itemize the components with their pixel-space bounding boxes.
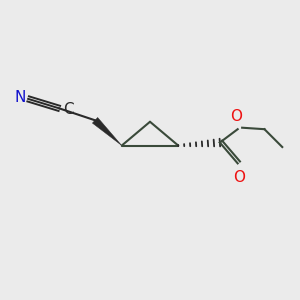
Text: O: O [230,109,242,124]
Text: N: N [14,90,26,105]
Text: C: C [63,102,74,117]
Polygon shape [92,118,122,146]
Text: O: O [233,170,245,185]
